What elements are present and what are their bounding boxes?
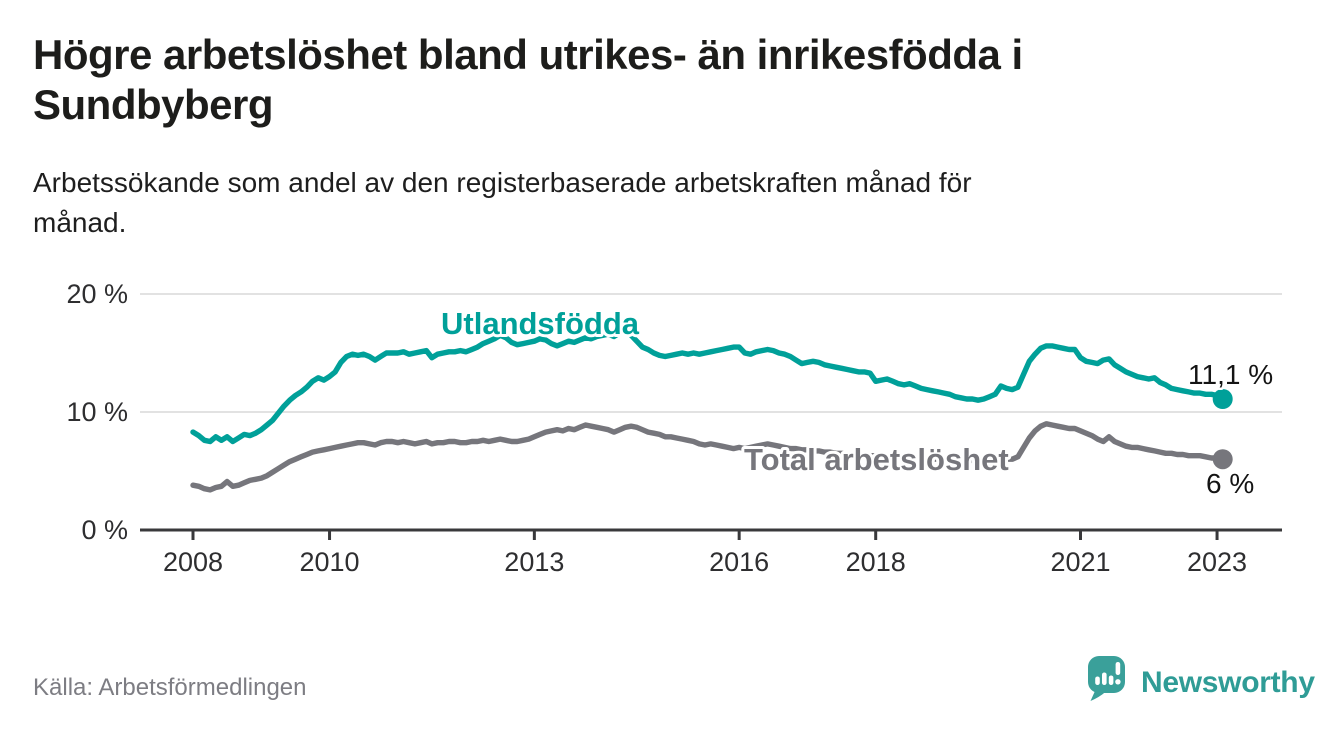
page-title-line1: Högre arbetslöshet bland utrikes- än inr…	[33, 31, 1023, 78]
page-subtitle-line2: månad.	[33, 207, 127, 238]
series-end-dot-total-arbetsl-shet	[1212, 449, 1233, 470]
series-label-total-arbetsloshet: Total arbetslöshet	[744, 442, 1009, 477]
x-axis-tick-label: 2016	[709, 547, 769, 577]
page-subtitle-line1: Arbetssökande som andel av den registerb…	[33, 167, 972, 198]
end-value-label-total: 6 %	[1206, 468, 1254, 499]
series-line-total-arbetsl-shet	[190, 421, 1226, 493]
brand-logo: Newsworthy	[1086, 654, 1315, 702]
x-axis-tick-label: 2021	[1050, 547, 1110, 577]
x-axis-tick-label: 2008	[163, 547, 223, 577]
x-axis-tick-label: 2018	[846, 547, 906, 577]
y-axis-tick-label: 0 %	[81, 515, 128, 545]
page-title-line2: Sundbyberg	[33, 81, 274, 128]
y-axis-tick-label: 20 %	[66, 279, 128, 309]
end-value-label-utlandsfodda: 11,1 %	[1188, 359, 1273, 390]
chart-plot-area: 0 % 10 % 20 % 2008 2010 2013 2016 2018 2021 2023	[66, 279, 1282, 577]
newsworthy-speech-bubble-chart-icon	[1088, 656, 1125, 701]
brand-name: Newsworthy	[1141, 666, 1315, 699]
page-subtitle: Arbetssökande som andel av den registerb…	[33, 163, 1303, 243]
series-end-dot-utlandsf-dda	[1212, 389, 1233, 409]
x-axis-tick-label: 2013	[504, 547, 564, 577]
x-axis-tick-label: 2010	[300, 547, 360, 577]
x-axis-tick-label: 2023	[1187, 547, 1247, 577]
source-credit: Källa: Arbetsförmedlingen	[33, 674, 307, 701]
y-axis-tick-label: 10 %	[66, 397, 128, 427]
series-label-utlandsfodda: Utlandsfödda	[441, 306, 640, 341]
series-line-utlandsf-dda	[190, 327, 1226, 445]
chart-annotations: Utlandsfödda Total arbetslöshet 11,1 % 6…	[438, 303, 1276, 502]
page-title: Högre arbetslöshet bland utrikes- än inr…	[33, 30, 1303, 130]
